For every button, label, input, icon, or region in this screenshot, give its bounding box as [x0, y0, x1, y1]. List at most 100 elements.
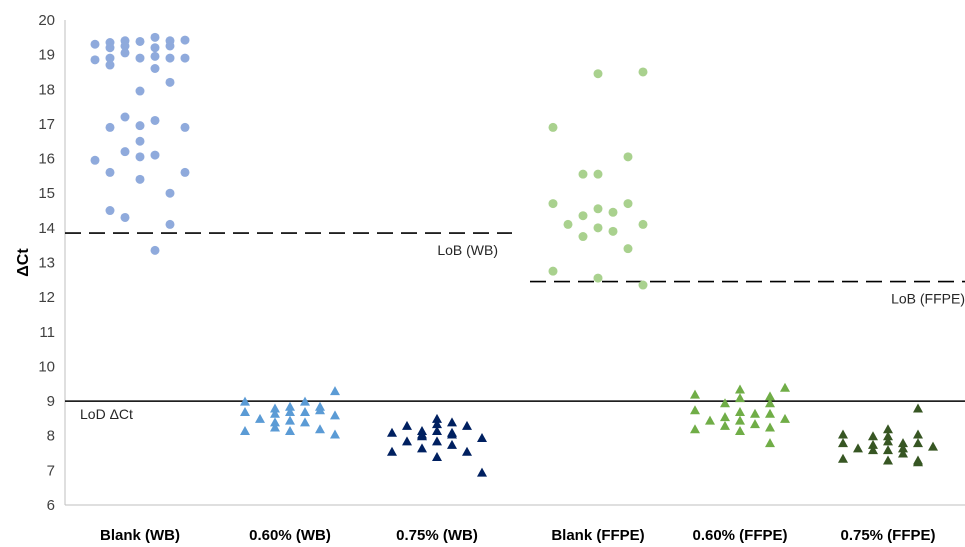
data-point [402, 436, 412, 446]
y-tick-label: 19 [38, 47, 55, 64]
data-point [180, 35, 190, 45]
data-point [765, 391, 775, 401]
data-point [720, 398, 730, 408]
y-tick-label: 7 [47, 462, 55, 479]
data-point [593, 204, 603, 214]
data-point [462, 420, 472, 430]
data-point [135, 53, 145, 63]
x-category-label: 0.60% (FFPE) [692, 527, 787, 544]
data-point [913, 457, 923, 467]
data-point [105, 43, 115, 53]
x-category-label: 0.75% (FFPE) [840, 527, 935, 544]
data-point [150, 64, 160, 73]
data-point [150, 150, 160, 160]
data-point [165, 219, 175, 229]
data-point [578, 211, 588, 221]
data-point [477, 467, 487, 477]
data-point [898, 443, 908, 453]
data-point [593, 169, 603, 179]
data-points [90, 32, 938, 477]
data-point [898, 438, 908, 448]
data-point [928, 441, 938, 451]
data-point [883, 431, 893, 441]
reference-lines [65, 232, 965, 402]
y-tick-label: 6 [47, 497, 55, 514]
data-point [868, 431, 878, 441]
data-point [270, 408, 280, 418]
data-point [868, 439, 878, 449]
data-point [120, 48, 130, 58]
data-point [623, 152, 633, 162]
data-point [447, 427, 457, 437]
data-point [447, 417, 457, 427]
data-point [853, 443, 863, 453]
y-tick-label: 17 [38, 116, 55, 133]
data-point [838, 429, 848, 439]
data-point [240, 396, 250, 406]
data-point [735, 406, 745, 416]
data-point [105, 122, 115, 132]
data-point [240, 426, 250, 436]
data-point [735, 415, 745, 425]
data-point [150, 32, 160, 42]
reference-line-label: LoB (WB) [437, 242, 498, 258]
data-point [330, 429, 340, 439]
data-point [180, 53, 190, 63]
data-point [720, 420, 730, 430]
data-point [135, 86, 145, 96]
data-point [913, 438, 923, 448]
data-point [285, 415, 295, 425]
data-point [690, 405, 700, 415]
data-point [150, 43, 160, 53]
data-point [180, 122, 190, 132]
data-point [735, 384, 745, 394]
data-point [868, 445, 878, 455]
data-point [638, 280, 648, 290]
data-point [735, 393, 745, 403]
data-point [690, 424, 700, 434]
y-tick-label: 15 [38, 185, 55, 202]
data-point [165, 188, 175, 198]
data-point [315, 424, 325, 434]
data-point [300, 396, 310, 406]
data-point [285, 401, 295, 411]
data-point [593, 69, 603, 79]
data-point [270, 403, 280, 413]
data-point [165, 53, 175, 63]
data-point [135, 136, 145, 146]
data-point [623, 199, 633, 209]
data-point [462, 446, 472, 456]
y-tick-label: 20 [38, 12, 55, 29]
data-point [593, 223, 603, 233]
data-point [913, 403, 923, 413]
x-category-label: 0.60% (WB) [249, 527, 331, 544]
y-tick-label: 10 [38, 358, 55, 375]
data-point [432, 426, 442, 436]
data-point [387, 427, 397, 437]
reference-line-label: LoD ΔCt [80, 406, 133, 422]
x-category-label: Blank (FFPE) [551, 527, 644, 544]
data-point [548, 266, 558, 276]
data-point [240, 406, 250, 416]
data-point [593, 273, 603, 283]
data-point [315, 405, 325, 415]
data-point [765, 438, 775, 448]
data-point [105, 206, 115, 216]
data-point [765, 408, 775, 418]
y-tick-label: 18 [38, 81, 55, 98]
data-point [623, 244, 633, 254]
data-point [402, 420, 412, 430]
data-point [913, 429, 923, 439]
y-tick-label: 16 [38, 151, 55, 168]
data-point [432, 419, 442, 429]
data-point [135, 121, 145, 131]
data-point [270, 417, 280, 427]
y-axis-title: ΔCt [15, 248, 32, 277]
y-tick-label: 11 [39, 324, 55, 341]
data-point [105, 60, 115, 70]
data-point [720, 412, 730, 422]
data-point [135, 174, 145, 184]
data-point [135, 152, 145, 162]
data-point [330, 410, 340, 420]
data-point [150, 51, 160, 61]
